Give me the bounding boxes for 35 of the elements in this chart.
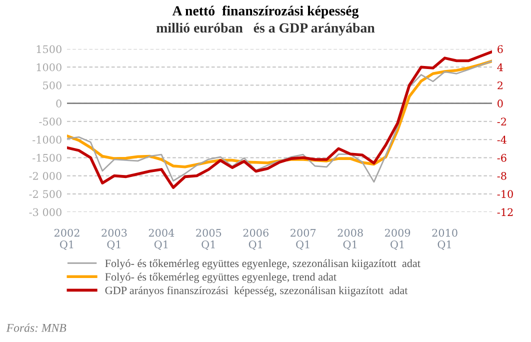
y2-tick-label: 6 [498,45,503,54]
legend-label: Folyó- és tőkemérleg együttes egyenlege, szezonálisan kiigazított adat [105,259,420,270]
x-tick-label: 2010 Q1 [432,228,458,250]
y2-tick-label: -6 [497,154,506,162]
y2-tick-label: -4 [497,136,506,144]
y-tick-label: -3 000 [29,208,62,216]
y-tick-label: 1000 [36,63,62,72]
y2-tick-label: -2 [497,118,506,126]
y2-tick-label: 2 [498,81,502,90]
x-tick-label: 2003 Q1 [102,228,127,250]
y-tick-label: 0 [56,100,62,108]
text: Forás: MNB [6,324,66,332]
y2-tick-label: -8 [497,172,506,180]
y-tick-label: 500 [43,81,62,90]
y2-tick-label: -10 [497,190,513,198]
y2-tick-label: -12 [497,208,513,216]
chart-title: A nettó finanszírozási képesség [172,6,359,18]
y-tick-label: -2 500 [29,190,62,198]
y-tick-label: 1500 [36,45,62,54]
x-tick-label: 2005 Q1 [196,228,222,250]
legend-label: GDP arányos finanszírozási képesség, szezonálisan kiigazított adat [105,286,408,296]
x-tick-label: 2004 Q1 [148,228,174,250]
x-tick-label: 2008 Q1 [338,228,363,250]
y-tick-label: -1000 [32,136,62,144]
x-tick-label: 2007 Q1 [290,228,316,250]
y-tick-label: -1500 [32,154,62,162]
chart-subtitle: millió euróban és a GDP arányában [156,22,375,36]
x-tick-label: 2002 Q1 [54,228,80,250]
x-tick-label: 2006 Q1 [243,228,268,250]
x-tick-label: 2009 Q1 [385,228,410,250]
legend-label: Folyó- és tőkemérleg együttes egyenlege, trend adat [105,272,336,283]
y2-tick-label: 0 [498,100,503,108]
y-tick-label: -2 000 [29,172,62,180]
y2-tick-label: 4 [497,63,503,72]
y-tick-label: -500 [39,118,62,126]
